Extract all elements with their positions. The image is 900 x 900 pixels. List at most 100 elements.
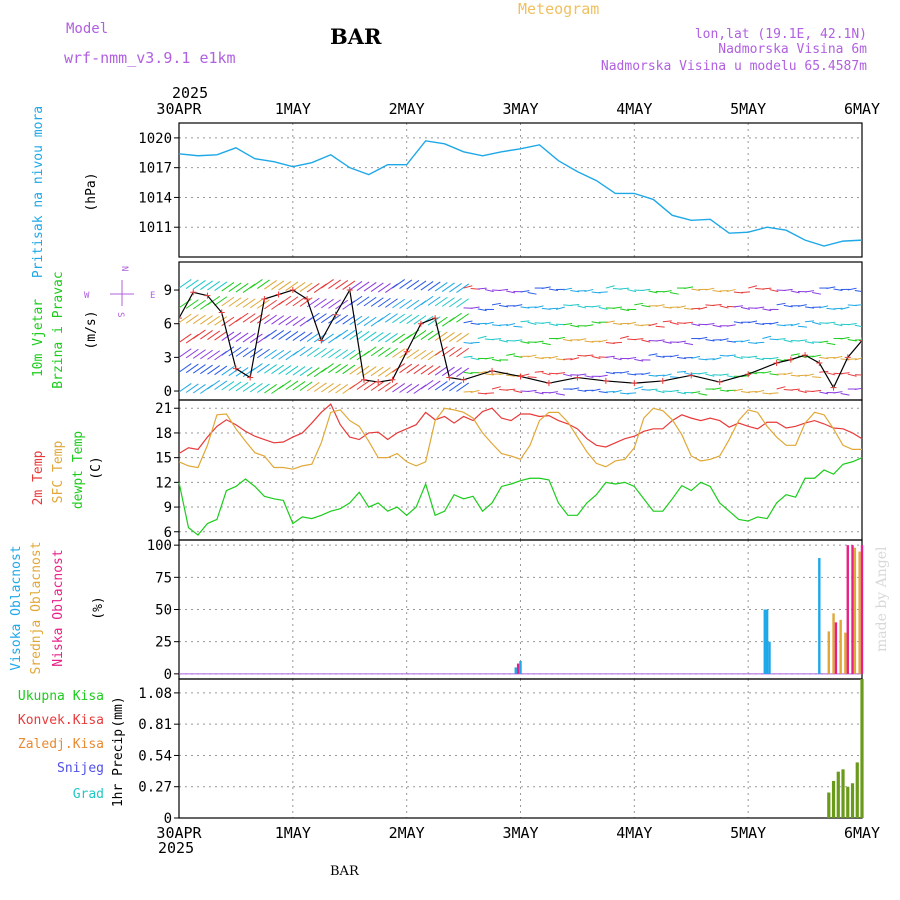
wind-barb (420, 350, 434, 360)
wind-barb (200, 349, 213, 360)
wind-barb (363, 282, 377, 292)
wind-barb (249, 313, 263, 324)
wind-barb (179, 279, 192, 289)
wind-barb (264, 329, 277, 339)
wind-barb (242, 333, 256, 343)
y-tick-label: 0 (164, 667, 172, 683)
wind-barb (740, 306, 750, 310)
wind-barb (655, 374, 665, 377)
wind-barb (769, 373, 779, 376)
wind-title-1: 10m Vjetar (31, 299, 46, 377)
wind-barb (812, 354, 822, 358)
wind-gust-marker (787, 356, 794, 363)
wind-barb (441, 297, 455, 307)
wind-barb (328, 279, 341, 289)
wind-barb (406, 349, 420, 359)
wind-barb (228, 366, 242, 377)
wind-barb (349, 380, 363, 390)
wind-barb (755, 341, 765, 344)
wind-barb (477, 287, 487, 290)
wind-barb (349, 281, 363, 291)
wind-barb (641, 288, 651, 292)
wind-barb (520, 306, 530, 309)
wind-barb (805, 290, 815, 293)
wind-barb (541, 342, 551, 346)
wind-barb (755, 357, 765, 361)
wind-barb (242, 347, 256, 358)
wind-gust-marker (346, 287, 353, 294)
wind-barb (264, 314, 277, 325)
wind-barb (470, 389, 480, 394)
wind-barb (499, 288, 509, 292)
wind-barb (826, 342, 836, 346)
x-tick-bottom: 30APR (156, 824, 202, 842)
wind-barb (826, 372, 836, 376)
wind-barb (563, 322, 573, 326)
wind-barb (413, 315, 427, 325)
wind-barb (441, 332, 455, 342)
y-tick-label: 6 (164, 317, 172, 333)
wind-barb (328, 383, 341, 393)
wind-barb (783, 288, 793, 292)
wind-gust-marker (816, 359, 823, 366)
wind-barb (691, 288, 701, 291)
wind-barb (427, 380, 441, 390)
high-cloud-bar (818, 558, 821, 674)
wind-barb (306, 332, 320, 342)
precip-bar (855, 762, 859, 818)
wind-barb (797, 374, 807, 377)
meteogram-label: Meteogram (518, 0, 599, 18)
y-tick-label: 0 (164, 384, 172, 400)
wind-barb (392, 383, 406, 393)
wind-barb (335, 280, 349, 290)
wind-barb (179, 333, 192, 343)
wind-barb (719, 338, 729, 342)
wind-barb (669, 321, 679, 325)
wind-barb (249, 333, 263, 343)
wind-barb (221, 282, 235, 292)
wind-barb (377, 382, 391, 392)
wind-barb (555, 336, 566, 340)
wind-barb (392, 313, 406, 324)
wind-barb (349, 315, 363, 326)
wind-barb (406, 364, 420, 374)
wind-barb (833, 323, 843, 327)
precip-bar (836, 771, 840, 818)
wind-barb (434, 296, 448, 307)
wind-barb (399, 383, 413, 393)
pressure-title: Pritisak na nivou mora (31, 106, 46, 278)
wind-barb (755, 306, 765, 309)
wind-barb (520, 290, 530, 293)
wind-barb (406, 314, 420, 325)
wind-barb (285, 281, 299, 291)
wind-barb (299, 282, 313, 292)
wind-barb (705, 339, 715, 342)
wind-barb (370, 366, 384, 377)
wind-barb (214, 331, 228, 341)
wind-barb (762, 308, 772, 312)
wind-barb (833, 307, 843, 310)
wind-barb (733, 355, 743, 360)
wind-gust-marker (574, 374, 581, 381)
wind-gust-marker (232, 365, 239, 372)
wind-barb (805, 320, 815, 323)
wind-barb (342, 315, 356, 325)
wind-barb (570, 387, 580, 391)
wind-barb (591, 388, 601, 392)
wind-barb (299, 346, 313, 357)
wind-barb (534, 391, 544, 395)
wind-barb (306, 283, 320, 293)
wind-barb (449, 367, 462, 377)
wind-barb (627, 357, 637, 360)
wind-gust-marker (517, 373, 524, 380)
wind-barb (513, 325, 523, 328)
wind-barb (676, 356, 687, 360)
wind-barb (285, 380, 299, 390)
wind-barb (420, 380, 434, 390)
wind-barb (434, 346, 448, 356)
wind-barb (235, 382, 249, 392)
mid-cloud-bar (844, 632, 847, 674)
wind-barb (748, 355, 758, 358)
wind-barb (634, 302, 644, 306)
y-tick-label: 0 (164, 811, 172, 827)
